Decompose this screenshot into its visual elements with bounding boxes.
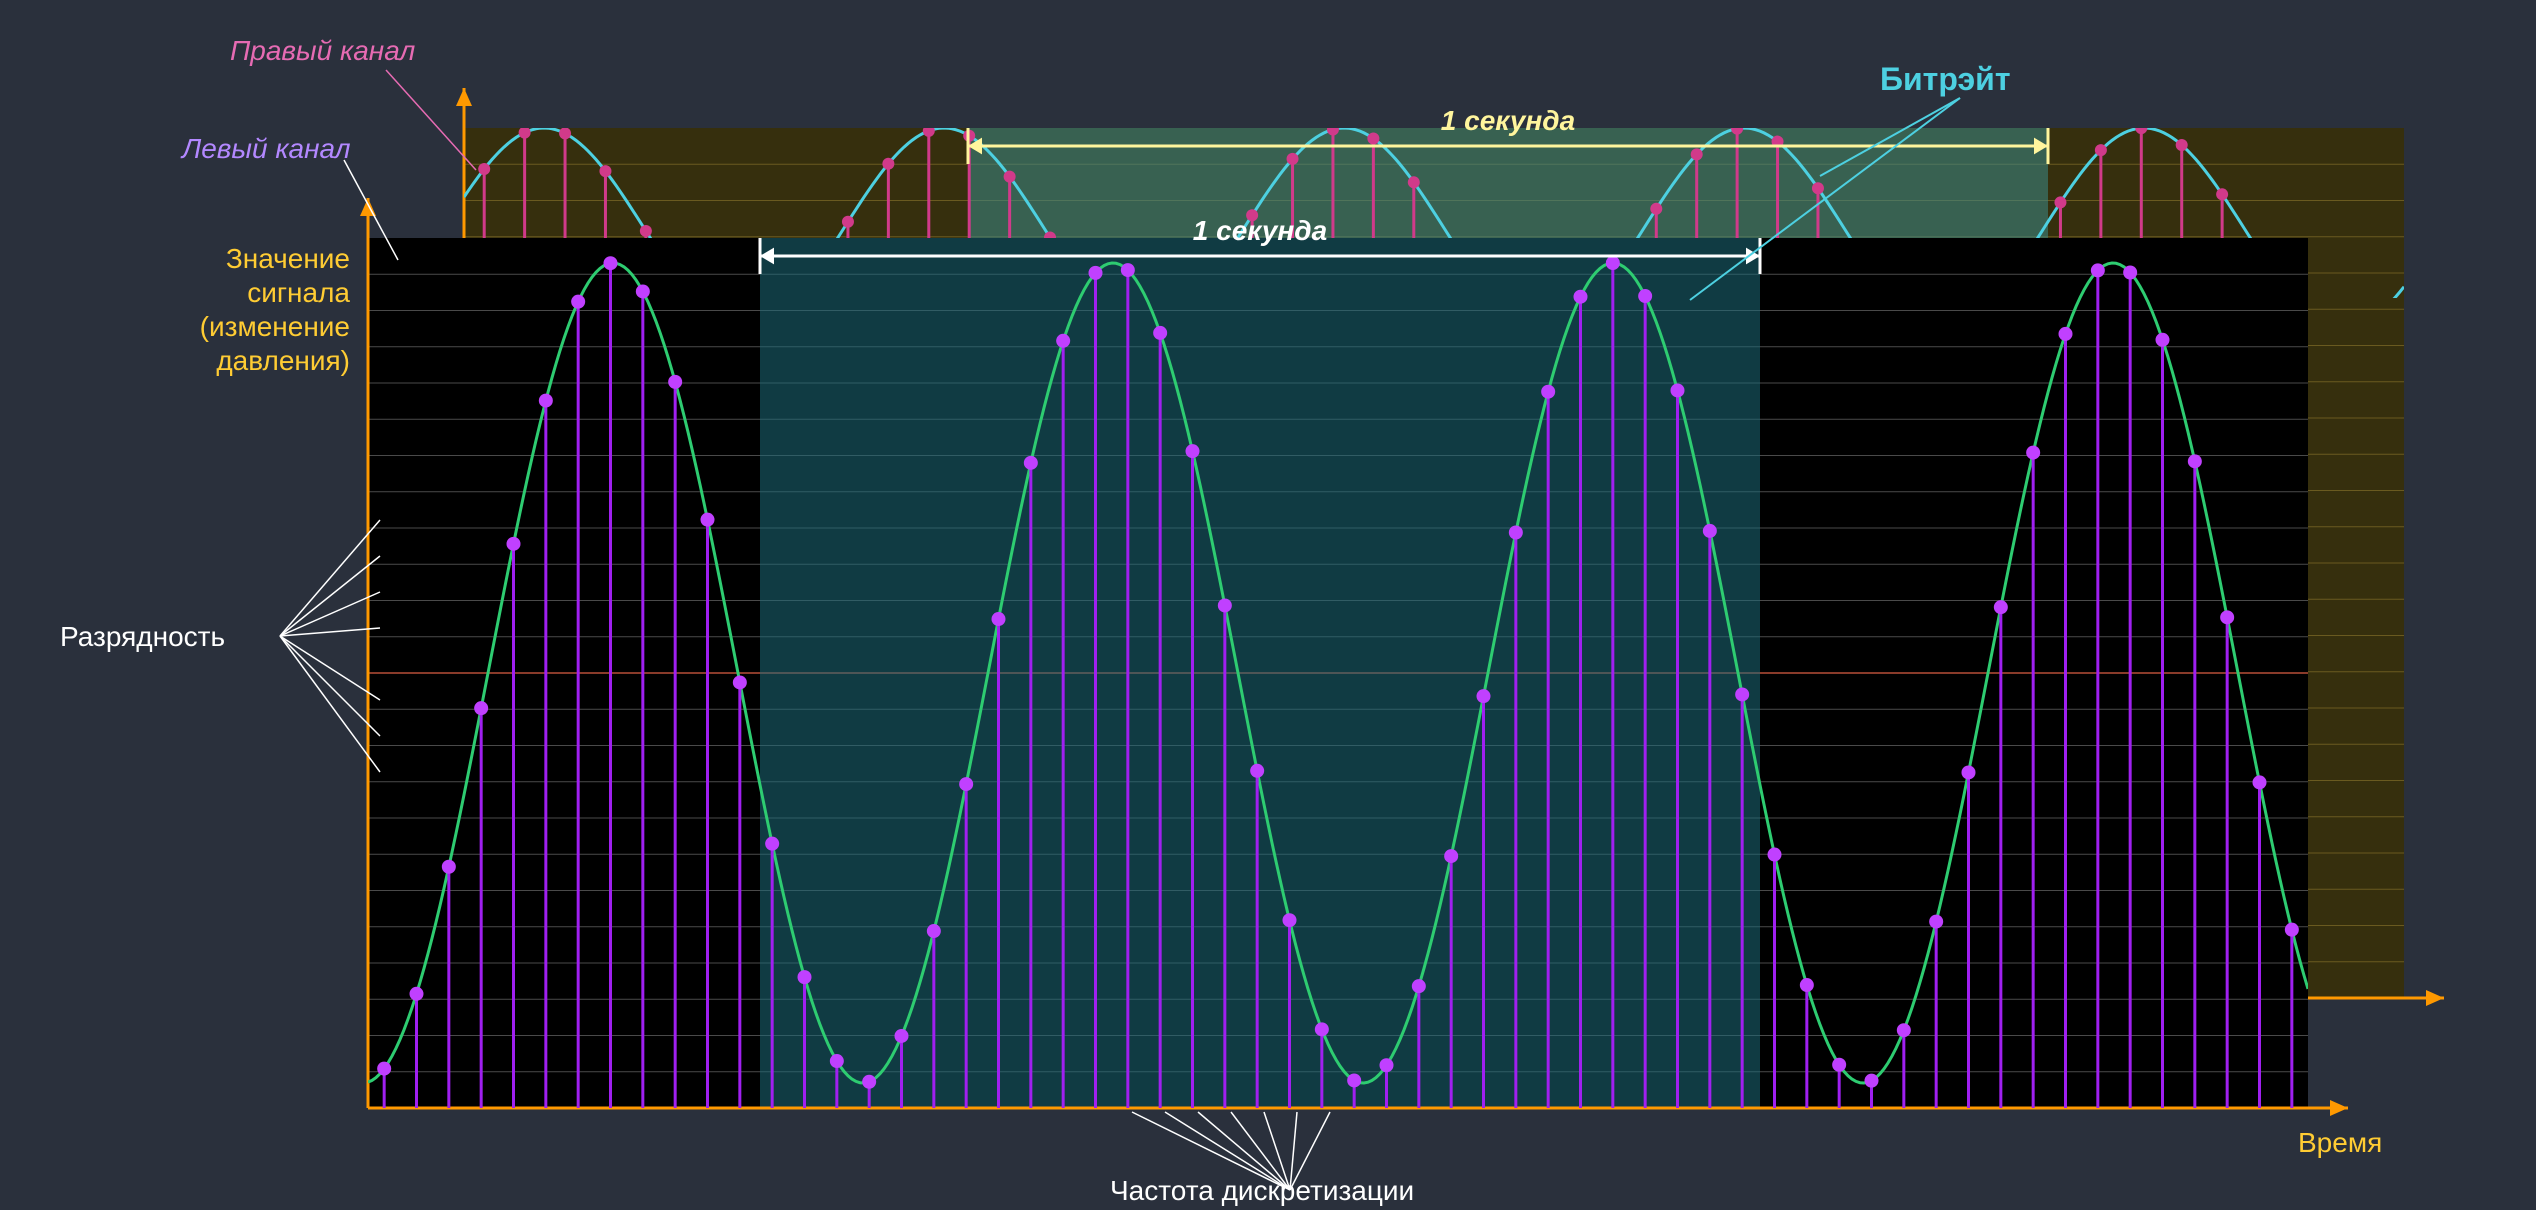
sample-marker — [927, 924, 941, 938]
x-axis-label: Время — [2298, 1127, 2382, 1158]
sample-marker — [2091, 263, 2105, 277]
sample-marker — [733, 675, 747, 689]
sample-marker — [668, 375, 682, 389]
sample-marker — [2285, 923, 2299, 937]
sample-marker — [559, 127, 571, 139]
sample-marker — [474, 701, 488, 715]
sample-marker — [1412, 979, 1426, 993]
sample-marker — [1812, 182, 1824, 194]
sample-marker — [1444, 849, 1458, 863]
sample-marker — [1509, 526, 1523, 540]
sample-marker — [959, 777, 973, 791]
sample-marker — [1994, 600, 2008, 614]
sample-marker — [1638, 289, 1652, 303]
sample-marker — [599, 165, 611, 177]
sample-marker — [2188, 454, 2202, 468]
sample-marker — [1671, 383, 1685, 397]
sample-marker — [1024, 456, 1038, 470]
sample-rate-label: Частота дискретизации — [1110, 1175, 1414, 1206]
sample-marker — [1153, 326, 1167, 340]
sample-marker — [410, 987, 424, 1001]
sample-marker — [1004, 171, 1016, 183]
sample-marker — [2253, 775, 2267, 789]
sample-marker — [1089, 266, 1103, 280]
sample-marker — [519, 127, 531, 139]
front-panel — [360, 198, 2348, 1116]
sample-marker — [830, 1054, 844, 1068]
sample-marker — [1477, 689, 1491, 703]
sample-marker — [1929, 915, 1943, 929]
sample-marker — [507, 537, 521, 551]
sample-marker — [765, 837, 779, 851]
sample-marker — [539, 394, 553, 408]
sample-marker — [1768, 848, 1782, 862]
sample-marker — [701, 513, 715, 527]
sample-marker — [1606, 256, 1620, 270]
sample-marker — [636, 284, 650, 298]
sample-marker — [842, 216, 854, 228]
sample-marker — [2095, 144, 2107, 156]
sample-marker — [2220, 610, 2234, 624]
sample-marker — [1962, 765, 1976, 779]
one-second-front-label: 1 секунда — [1193, 215, 1327, 246]
sample-marker — [2156, 333, 2170, 347]
sample-marker — [2054, 196, 2066, 208]
sample-marker — [1315, 1022, 1329, 1036]
sample-marker — [895, 1029, 909, 1043]
sample-marker — [2123, 266, 2137, 280]
sample-marker — [798, 970, 812, 984]
sample-marker — [442, 860, 456, 874]
sample-marker — [1380, 1058, 1394, 1072]
sample-marker — [1897, 1023, 1911, 1037]
sample-marker — [1347, 1073, 1361, 1087]
sample-marker — [1832, 1058, 1846, 1072]
sample-marker — [1367, 132, 1379, 144]
front-panel-bitrate-box — [760, 238, 1760, 1108]
sample-marker — [1574, 290, 1588, 304]
right-channel-label: Правый канал — [230, 35, 415, 66]
sample-marker — [1218, 598, 1232, 612]
bitrate-label: Битрэйт — [1880, 61, 2010, 97]
sample-marker — [992, 612, 1006, 626]
bit-depth-label: Разрядность — [60, 621, 225, 652]
sample-marker — [640, 225, 652, 237]
sample-marker — [882, 158, 894, 170]
sample-marker — [2176, 139, 2188, 151]
sample-marker — [1283, 913, 1297, 927]
sample-marker — [1056, 334, 1070, 348]
sample-marker — [1287, 153, 1299, 165]
sample-marker — [1691, 148, 1703, 160]
sample-marker — [2026, 446, 2040, 460]
sample-marker — [1186, 444, 1200, 458]
one-second-top-label: 1 секунда — [1441, 105, 1575, 136]
sample-marker — [1865, 1074, 1879, 1088]
sample-marker — [1735, 687, 1749, 701]
sample-marker — [1703, 524, 1717, 538]
sample-marker — [2216, 188, 2228, 200]
sample-marker — [1800, 978, 1814, 992]
sample-marker — [377, 1062, 391, 1076]
sample-marker — [604, 256, 618, 270]
sample-marker — [1650, 203, 1662, 215]
left-channel-label: Левый канал — [180, 133, 351, 164]
sample-marker — [571, 295, 585, 309]
sample-marker — [862, 1075, 876, 1089]
sample-marker — [1541, 385, 1555, 399]
sample-marker — [2059, 327, 2073, 341]
sample-marker — [478, 163, 490, 175]
sample-marker — [1121, 263, 1135, 277]
sample-marker — [1408, 176, 1420, 188]
sample-marker — [1250, 764, 1264, 778]
